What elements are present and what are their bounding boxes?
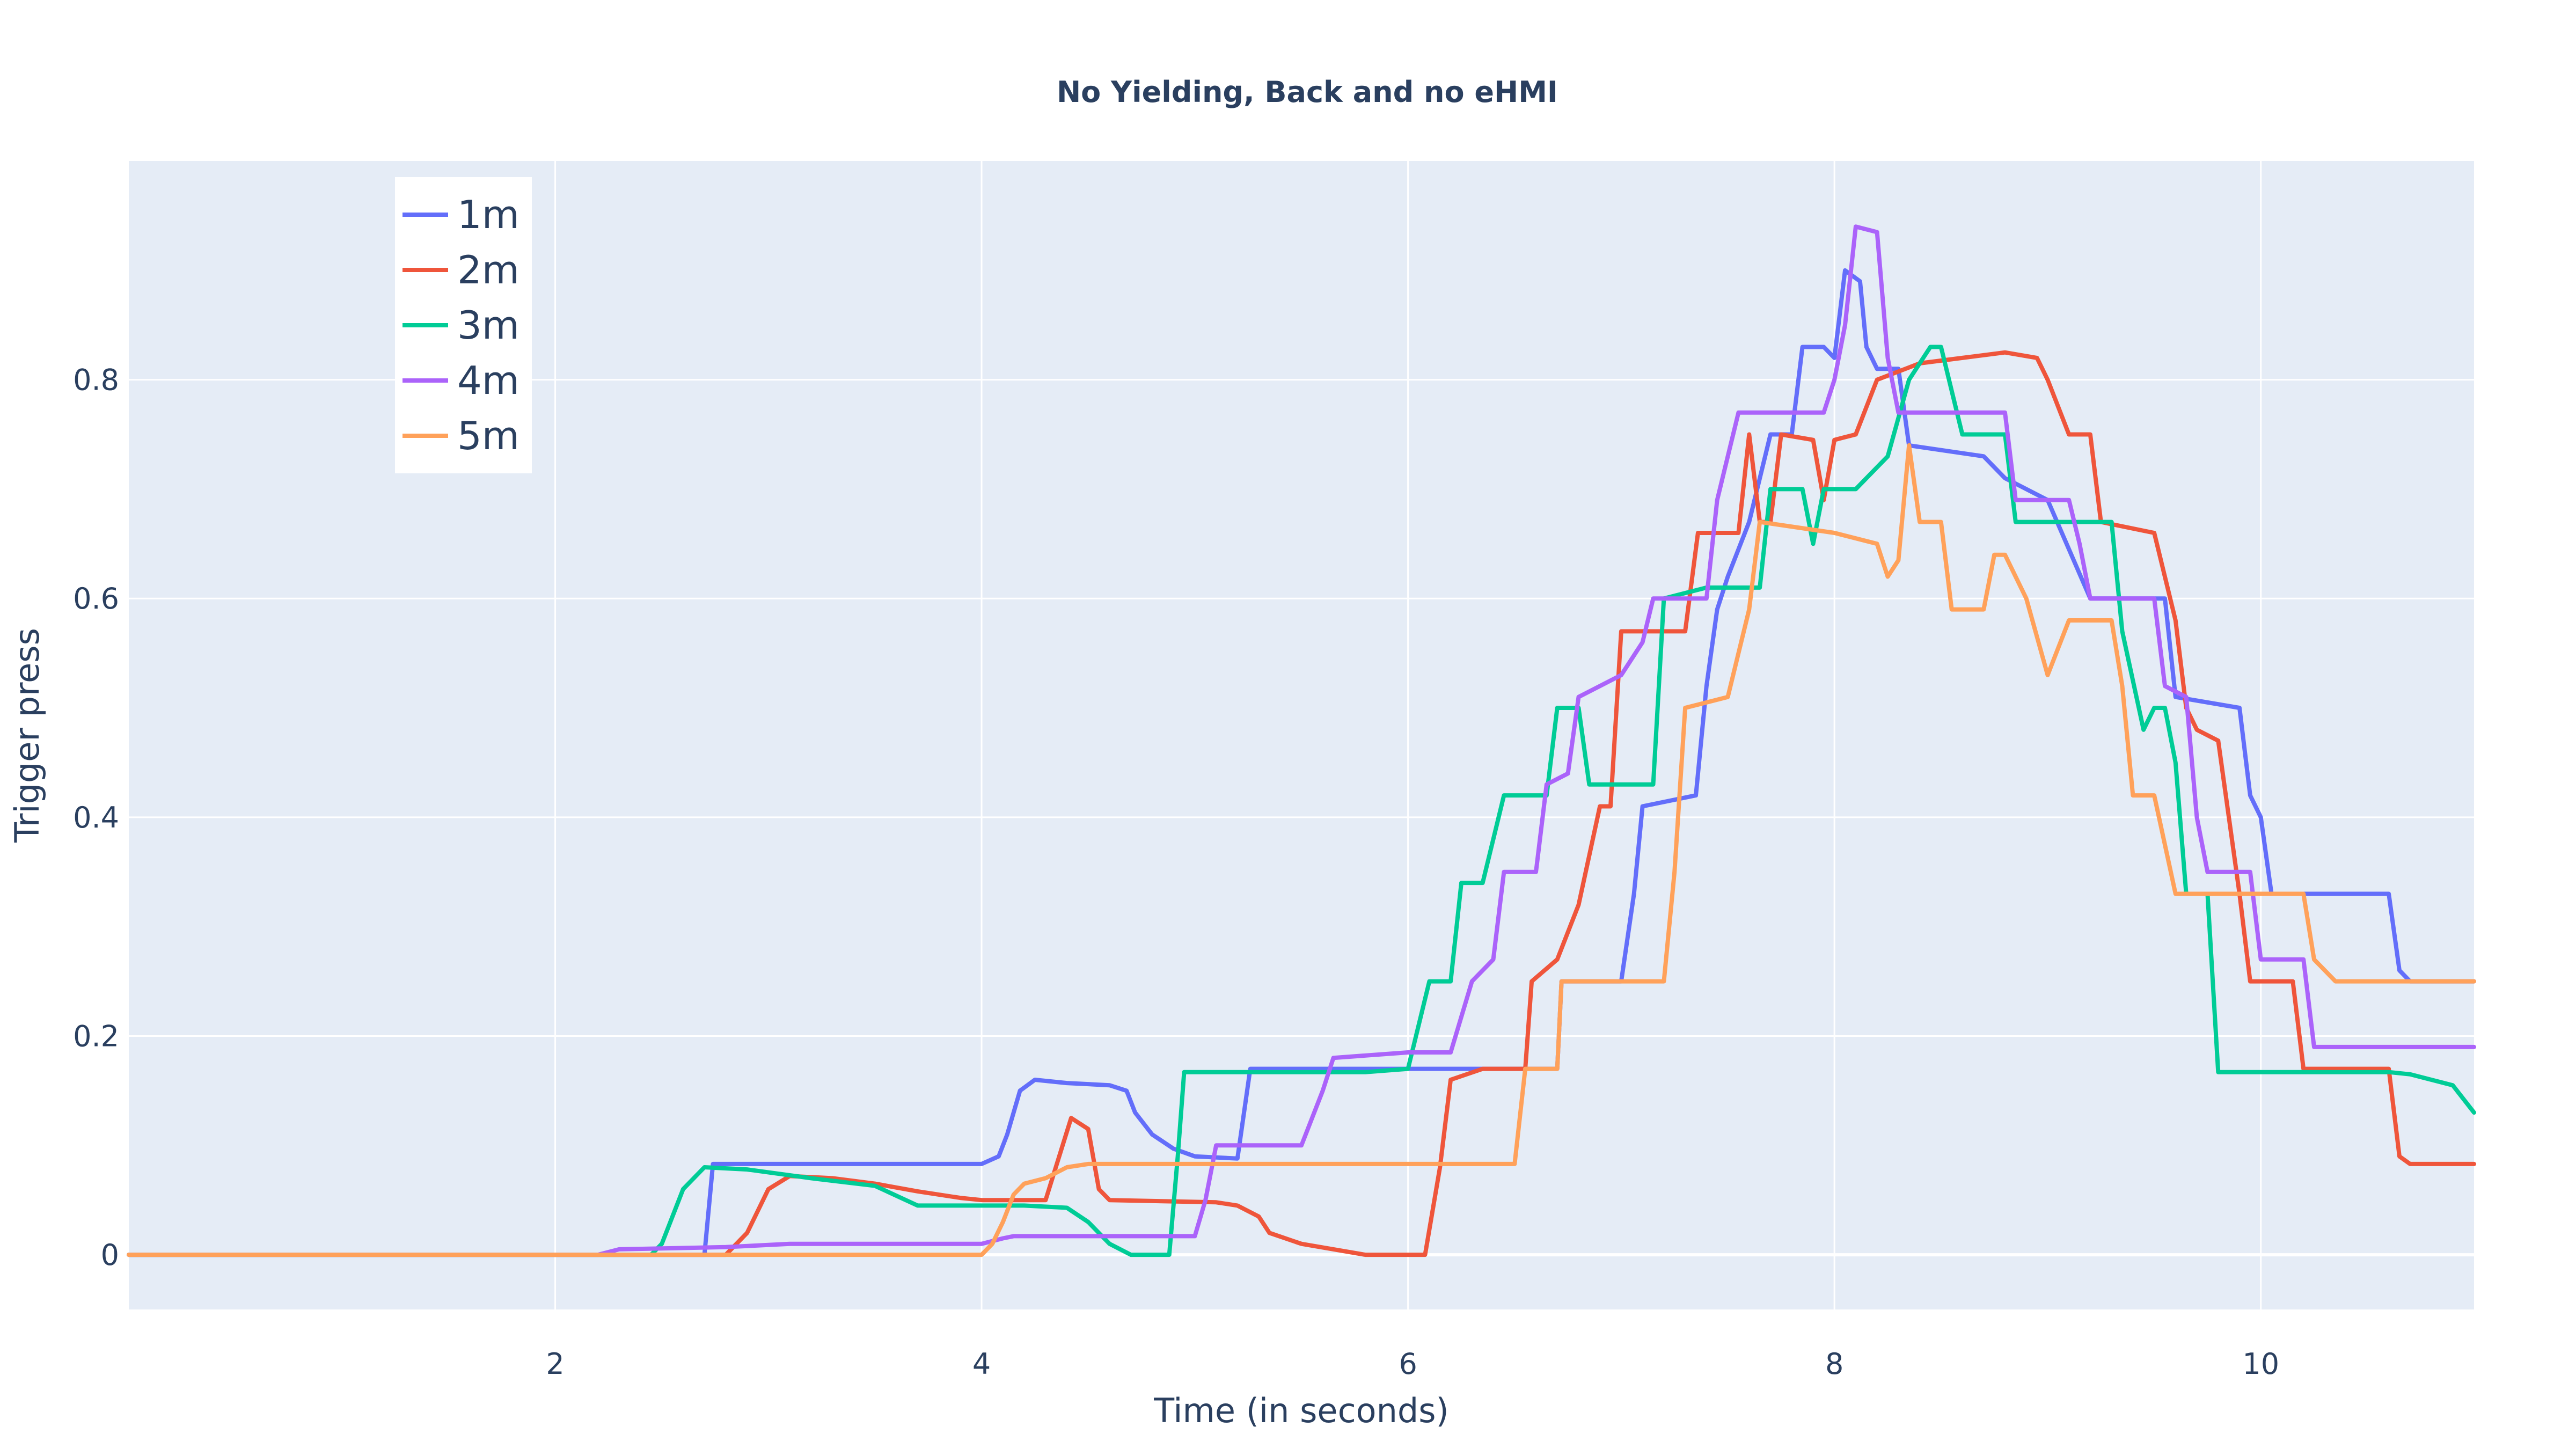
- legend: 1m 2m 3m 4m 5m: [395, 177, 532, 473]
- y-tick-label: 0.2: [73, 1019, 119, 1053]
- legend-label-3m: 3m: [457, 303, 519, 348]
- legend-label-1m: 1m: [457, 192, 519, 237]
- chart-title: No Yielding, Back and no eHMI: [1057, 75, 1558, 109]
- x-tick-label: 4: [972, 1347, 991, 1381]
- legend-label-5m: 5m: [457, 413, 519, 458]
- gridlines: [129, 161, 2474, 1309]
- x-tick-label: 8: [1825, 1347, 1843, 1381]
- y-tick-label: 0.4: [73, 801, 119, 835]
- x-axis-title: Time (in seconds): [1153, 1391, 1448, 1430]
- series-line-5m: [127, 443, 2476, 1257]
- x-tick-label: 6: [1399, 1347, 1417, 1381]
- x-axis-ticks: 2 4 6 8 10: [546, 1347, 2279, 1381]
- series-line-1m: [127, 268, 2476, 1257]
- series-line-3m: [127, 345, 2476, 1257]
- y-tick-label: 0.8: [73, 363, 119, 397]
- y-axis-ticks: 0 0.2 0.4 0.6 0.8: [73, 363, 119, 1272]
- y-tick-label: 0.6: [73, 582, 119, 616]
- series-line-2m: [127, 350, 2476, 1257]
- series-lines: [127, 224, 2476, 1257]
- x-tick-label: 2: [546, 1347, 564, 1381]
- legend-label-2m: 2m: [457, 247, 519, 292]
- y-tick-label: 0: [101, 1238, 119, 1272]
- y-axis-title: Trigger press: [8, 628, 47, 843]
- series-line-4m: [127, 224, 2476, 1257]
- x-tick-label: 10: [2242, 1347, 2279, 1381]
- legend-label-4m: 4m: [457, 358, 519, 403]
